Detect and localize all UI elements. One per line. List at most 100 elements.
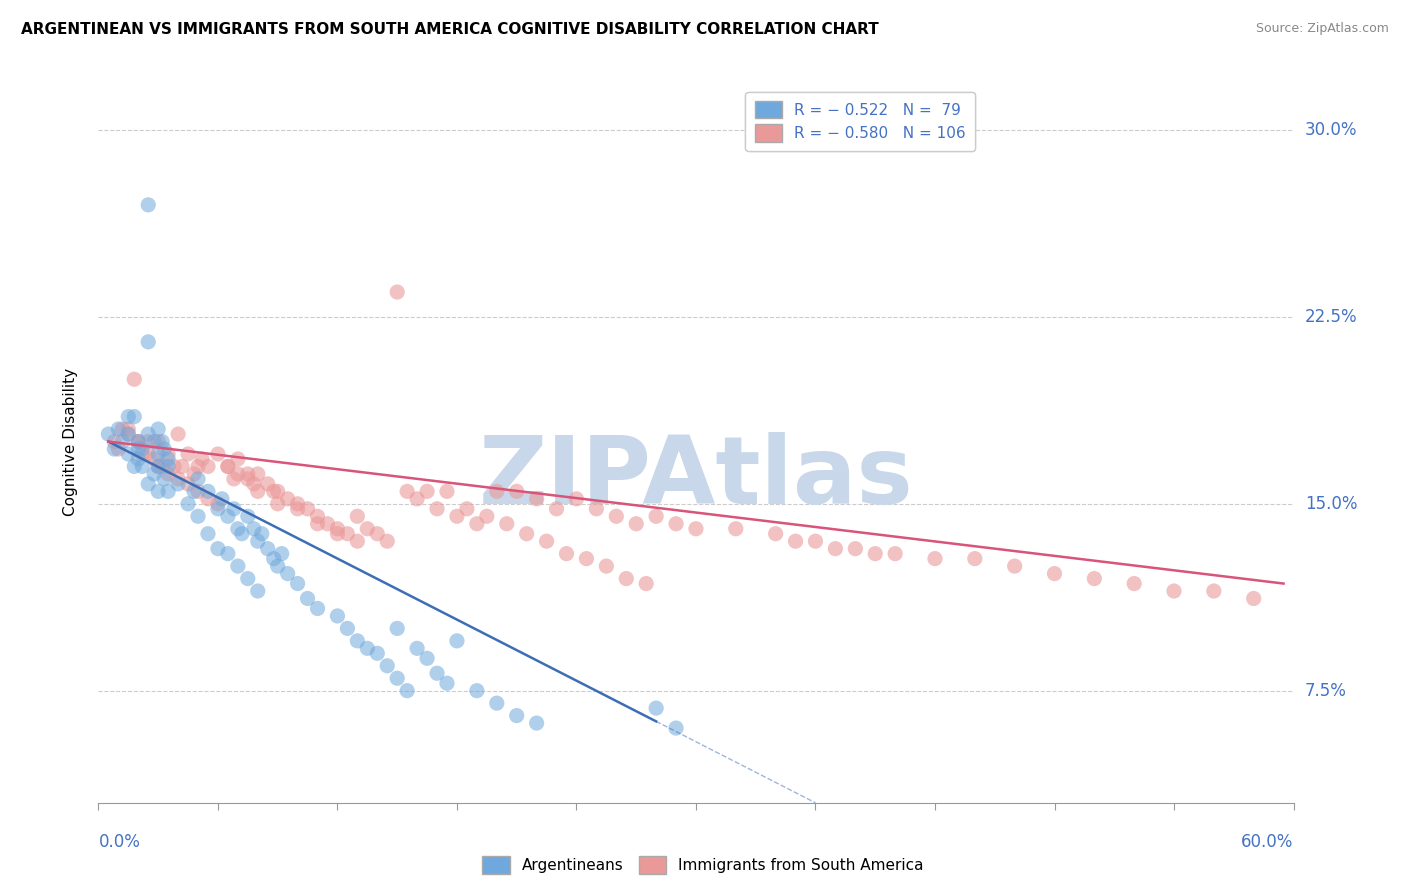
Point <box>226 522 249 536</box>
Point <box>103 442 125 456</box>
Text: ZIPAtlas: ZIPAtlas <box>478 432 914 524</box>
Point <box>785 534 807 549</box>
Point <box>546 501 568 516</box>
Point <box>287 576 309 591</box>
Point <box>326 526 349 541</box>
Point <box>270 547 292 561</box>
Point <box>307 516 329 531</box>
Point <box>336 526 359 541</box>
Point <box>111 434 134 449</box>
Point <box>1043 566 1066 581</box>
Point <box>526 716 548 731</box>
Text: 22.5%: 22.5% <box>1305 308 1357 326</box>
Point <box>136 198 159 212</box>
Point <box>336 621 359 635</box>
Point <box>167 472 190 486</box>
Point <box>665 516 688 531</box>
Point <box>124 459 146 474</box>
Point <box>187 459 209 474</box>
Point <box>143 452 166 467</box>
Point <box>626 516 648 531</box>
Point <box>127 434 149 449</box>
Point <box>97 427 120 442</box>
Point <box>256 541 278 556</box>
Point <box>157 484 180 499</box>
Point <box>231 526 253 541</box>
Point <box>177 476 200 491</box>
Point <box>148 484 170 499</box>
Point <box>157 452 180 467</box>
Point <box>127 434 149 449</box>
Point <box>385 285 409 299</box>
Point <box>117 427 139 442</box>
Point <box>277 566 299 581</box>
Point <box>346 534 368 549</box>
Point <box>136 476 159 491</box>
Point <box>555 547 578 561</box>
Point <box>111 422 134 436</box>
Point <box>163 459 186 474</box>
Text: 15.0%: 15.0% <box>1305 495 1357 513</box>
Point <box>177 497 200 511</box>
Point <box>207 501 229 516</box>
Point <box>326 522 349 536</box>
Point <box>183 467 205 481</box>
Point <box>645 509 668 524</box>
Point <box>117 447 139 461</box>
Point <box>107 442 129 456</box>
Point <box>685 522 707 536</box>
Point <box>250 526 273 541</box>
Point <box>366 646 388 660</box>
Point <box>636 576 658 591</box>
Point <box>375 534 398 549</box>
Point <box>150 434 173 449</box>
Point <box>124 372 146 386</box>
Point <box>226 467 249 481</box>
Point <box>197 459 219 474</box>
Text: ARGENTINEAN VS IMMIGRANTS FROM SOUTH AMERICA COGNITIVE DISABILITY CORRELATION CH: ARGENTINEAN VS IMMIGRANTS FROM SOUTH AME… <box>21 22 879 37</box>
Point <box>614 572 637 586</box>
Point <box>366 526 388 541</box>
Point <box>267 484 290 499</box>
Point <box>136 427 159 442</box>
Point <box>605 509 627 524</box>
Point <box>236 509 259 524</box>
Point <box>172 459 194 474</box>
Point <box>485 696 508 710</box>
Point <box>1243 591 1265 606</box>
Point <box>256 476 278 491</box>
Point <box>246 467 269 481</box>
Point <box>277 491 299 506</box>
Point <box>465 516 488 531</box>
Point <box>263 551 285 566</box>
Point <box>157 459 180 474</box>
Text: Source: ZipAtlas.com: Source: ZipAtlas.com <box>1256 22 1389 36</box>
Point <box>207 497 229 511</box>
Point <box>226 559 249 574</box>
Point <box>222 472 245 486</box>
Point <box>844 541 866 556</box>
Point <box>117 422 139 436</box>
Point <box>575 551 598 566</box>
Point <box>243 522 266 536</box>
Point <box>117 409 139 424</box>
Point <box>865 547 887 561</box>
Text: 30.0%: 30.0% <box>1305 121 1357 139</box>
Point <box>127 442 149 456</box>
Point <box>167 427 190 442</box>
Point <box>187 472 209 486</box>
Point <box>197 484 219 499</box>
Point <box>148 459 170 474</box>
Point <box>385 621 409 635</box>
Point <box>217 509 239 524</box>
Point <box>1163 584 1185 599</box>
Point <box>243 476 266 491</box>
Point <box>191 452 214 467</box>
Point <box>183 484 205 499</box>
Point <box>485 484 508 499</box>
Point <box>396 484 419 499</box>
Point <box>346 509 368 524</box>
Point <box>187 484 209 499</box>
Point <box>506 708 529 723</box>
Point <box>207 541 229 556</box>
